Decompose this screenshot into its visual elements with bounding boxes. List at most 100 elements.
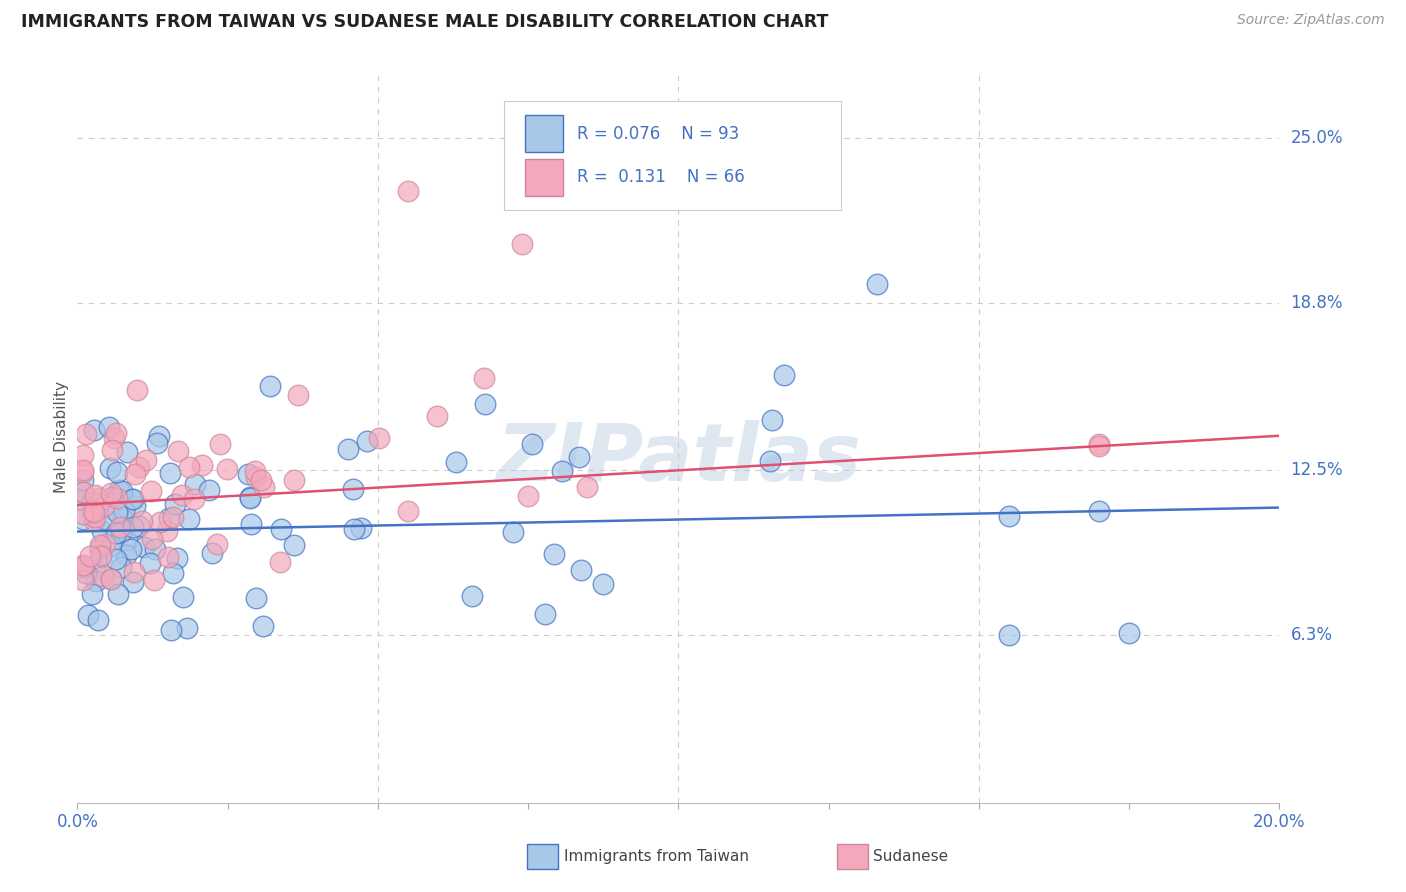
Point [100, 486, 122, 500]
FancyBboxPatch shape [524, 159, 562, 195]
Point [98, 460, 121, 475]
Point [93, 499, 115, 513]
Point [543, 547, 565, 561]
Point [90, 549, 112, 563]
Point [141, 533, 163, 547]
Point [250, 473, 273, 487]
Text: IMMIGRANTS FROM TAIWAN VS SUDANESE MALE DISABILITY CORRELATION CHART: IMMIGRANTS FROM TAIWAN VS SUDANESE MALE … [21, 13, 828, 31]
Point [72, 448, 94, 462]
Point [101, 443, 124, 458]
Point [105, 491, 128, 505]
Point [83, 423, 105, 437]
Point [122, 565, 145, 579]
Point [139, 556, 162, 570]
Point [367, 431, 389, 445]
Point [80, 586, 103, 600]
Text: 6.3%: 6.3% [1291, 626, 1333, 644]
Point [72, 484, 94, 499]
Point [502, 525, 524, 540]
Point [184, 477, 207, 491]
Point [157, 510, 180, 524]
Point [89, 538, 111, 552]
Point [197, 483, 219, 497]
Point [79, 549, 101, 564]
Point [759, 454, 782, 468]
Point [103, 431, 125, 445]
Point [110, 559, 132, 574]
Point [72, 463, 94, 477]
Point [89, 541, 111, 555]
Point [239, 491, 262, 505]
Point [121, 520, 143, 534]
Text: ZIPatlas: ZIPatlas [496, 420, 860, 498]
Point [342, 482, 364, 496]
Point [80, 495, 103, 509]
Point [128, 519, 150, 533]
Point [283, 538, 305, 552]
Point [107, 505, 129, 519]
Text: Source: ZipAtlas.com: Source: ZipAtlas.com [1237, 13, 1385, 28]
Point [76, 608, 98, 623]
Point [72, 484, 94, 499]
Point [132, 540, 155, 554]
Point [163, 497, 186, 511]
Point [105, 466, 128, 480]
Point [82, 503, 104, 517]
Point [100, 572, 122, 586]
Point [569, 563, 592, 577]
FancyBboxPatch shape [505, 101, 841, 211]
Point [115, 548, 138, 562]
Point [510, 237, 533, 252]
Point [75, 426, 97, 441]
Point [110, 524, 132, 539]
Point [166, 551, 188, 566]
Point [131, 514, 153, 528]
Point [72, 508, 94, 522]
Point [201, 547, 224, 561]
Point [446, 455, 468, 469]
Point [128, 460, 150, 475]
Point [124, 499, 146, 513]
Text: 25.0%: 25.0% [1291, 128, 1343, 147]
Point [122, 574, 145, 589]
Point [87, 613, 110, 627]
Point [238, 467, 260, 482]
Point [162, 510, 184, 524]
Point [343, 522, 366, 536]
Point [396, 504, 419, 518]
Point [159, 623, 181, 637]
Point [998, 509, 1021, 524]
Point [72, 573, 94, 587]
Point [172, 590, 194, 604]
Point [866, 277, 889, 292]
Point [91, 569, 114, 583]
Point [111, 484, 134, 499]
Point [551, 464, 574, 478]
Point [84, 488, 107, 502]
Point [117, 445, 139, 459]
Point [149, 515, 172, 529]
Point [72, 512, 94, 526]
Point [269, 556, 291, 570]
Point [100, 573, 122, 587]
Point [143, 573, 166, 587]
Point [93, 512, 115, 526]
Point [83, 563, 105, 577]
Point [177, 459, 200, 474]
Point [396, 184, 419, 198]
Point [205, 537, 228, 551]
Point [90, 524, 112, 538]
Point [72, 558, 94, 573]
Point [75, 566, 97, 580]
Point [111, 512, 134, 526]
Point [97, 420, 120, 434]
Point [124, 467, 146, 481]
Point [121, 491, 143, 506]
Point [472, 371, 495, 385]
Point [170, 488, 193, 502]
Point [87, 491, 110, 505]
Point [120, 542, 142, 557]
Point [107, 587, 129, 601]
Point [125, 383, 148, 397]
Text: 12.5%: 12.5% [1291, 461, 1343, 479]
